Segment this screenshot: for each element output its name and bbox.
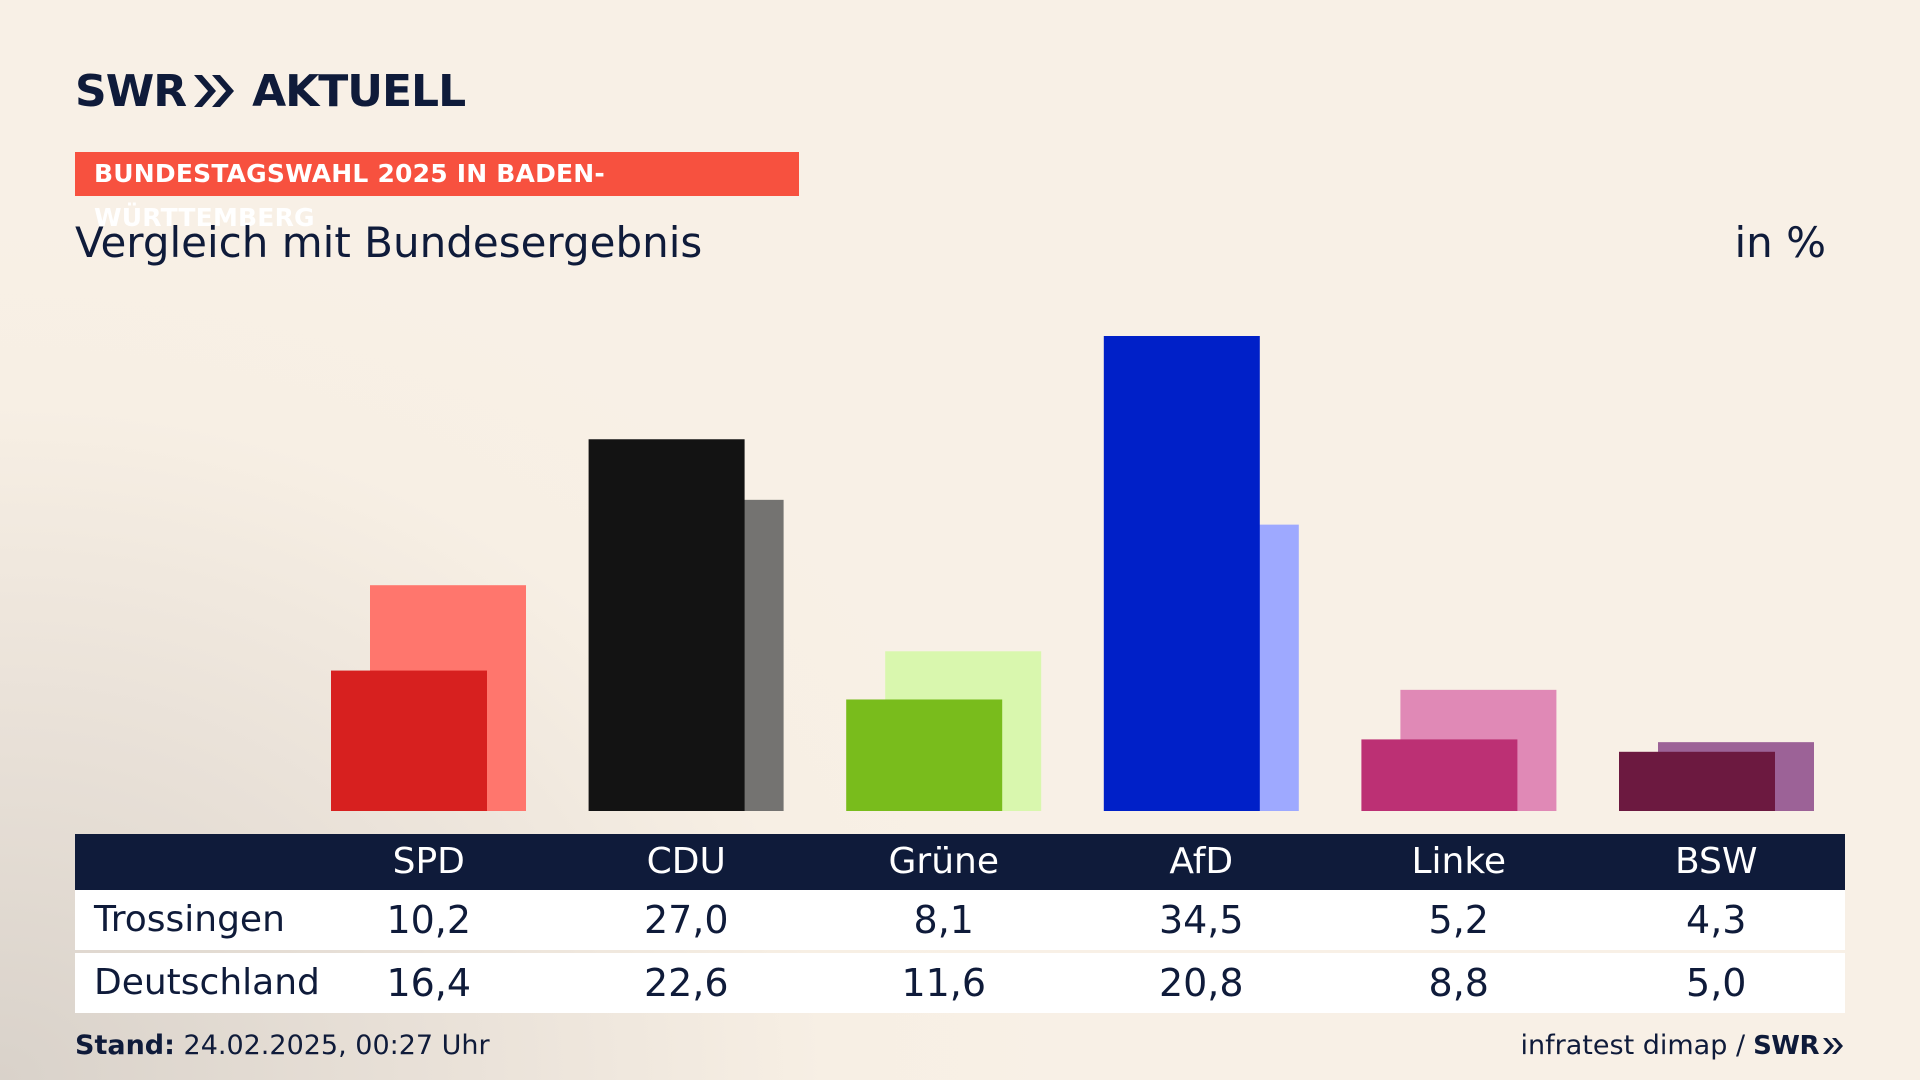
header-cdu: CDU: [646, 841, 726, 882]
row-label-deutschland: Deutschland: [94, 962, 320, 1003]
table-cell: 27,0: [643, 898, 729, 942]
table-cell: 20,8: [1158, 961, 1244, 1005]
table-cell: 8,1: [913, 898, 974, 942]
table-cell: 34,5: [1158, 898, 1244, 942]
logo-aktuell-text: AKTUELL: [252, 65, 466, 117]
double-chevron-right-icon: [1823, 1037, 1843, 1054]
header-spd: SPD: [392, 841, 465, 882]
bar-trossingen-gruene: [846, 699, 1003, 811]
bar-trossingen-afd: [1103, 336, 1260, 811]
bar-trossingen-linke: [1361, 739, 1518, 811]
table-cell: 8,8: [1428, 961, 1489, 1005]
source-text: infratest dimap /: [1520, 1030, 1746, 1061]
table-cell: 11,6: [901, 961, 987, 1005]
timestamp: Stand: 24.02.2025, 00:27 Uhr: [75, 1030, 490, 1061]
stand-label: Stand:: [75, 1030, 175, 1061]
table-cell: 4,3: [1686, 898, 1747, 942]
header-bsw: BSW: [1674, 841, 1758, 882]
table-header-spacer: [75, 834, 300, 890]
kicker-banner: BUNDESTAGSWAHL 2025 IN BADEN-WÜRTTEMBERG: [75, 152, 799, 232]
unit-label: in %: [1734, 218, 1826, 267]
bar-trossingen-cdu: [588, 439, 745, 811]
row-label-trossingen: Trossingen: [94, 899, 285, 940]
table-row: Deutschland 16,4 22,6 11,6 20,8 8,8 5,0: [75, 953, 1845, 1013]
bar-trossingen-bsw: [1619, 751, 1775, 811]
logo-swr-text: SWR: [75, 65, 187, 117]
double-chevron-right-icon: [194, 75, 235, 107]
table-cell: 16,4: [386, 961, 472, 1005]
table-header: SPD CDU Grüne AfD Linke BSW: [75, 834, 1845, 890]
stand-value: 24.02.2025, 00:27 Uhr: [183, 1030, 490, 1061]
table-cell: 5,0: [1686, 961, 1747, 1005]
table-row: Trossingen 10,2 27,0 8,1 34,5 5,2 4,3: [75, 890, 1845, 950]
bar-chart: [331, 336, 1814, 811]
swr-aktuell-logo: SWR AKTUELL: [75, 65, 466, 117]
results-table: SPD CDU Grüne AfD Linke BSW Trossingen 1…: [75, 834, 1845, 1013]
bar-trossingen-spd: [331, 670, 487, 811]
header-gruene: Grüne: [888, 841, 999, 882]
source-credit: infratest dimap / SWR: [1521, 1030, 1845, 1061]
header-afd: AfD: [1169, 841, 1234, 882]
table-cell: 22,6: [643, 961, 729, 1005]
chart-subtitle: Vergleich mit Bundesergebnis: [75, 218, 703, 267]
table-cell: 10,2: [386, 898, 472, 942]
table-cell: 5,2: [1428, 898, 1489, 942]
source-brand: SWR: [1753, 1030, 1819, 1061]
header-linke: Linke: [1411, 841, 1507, 882]
